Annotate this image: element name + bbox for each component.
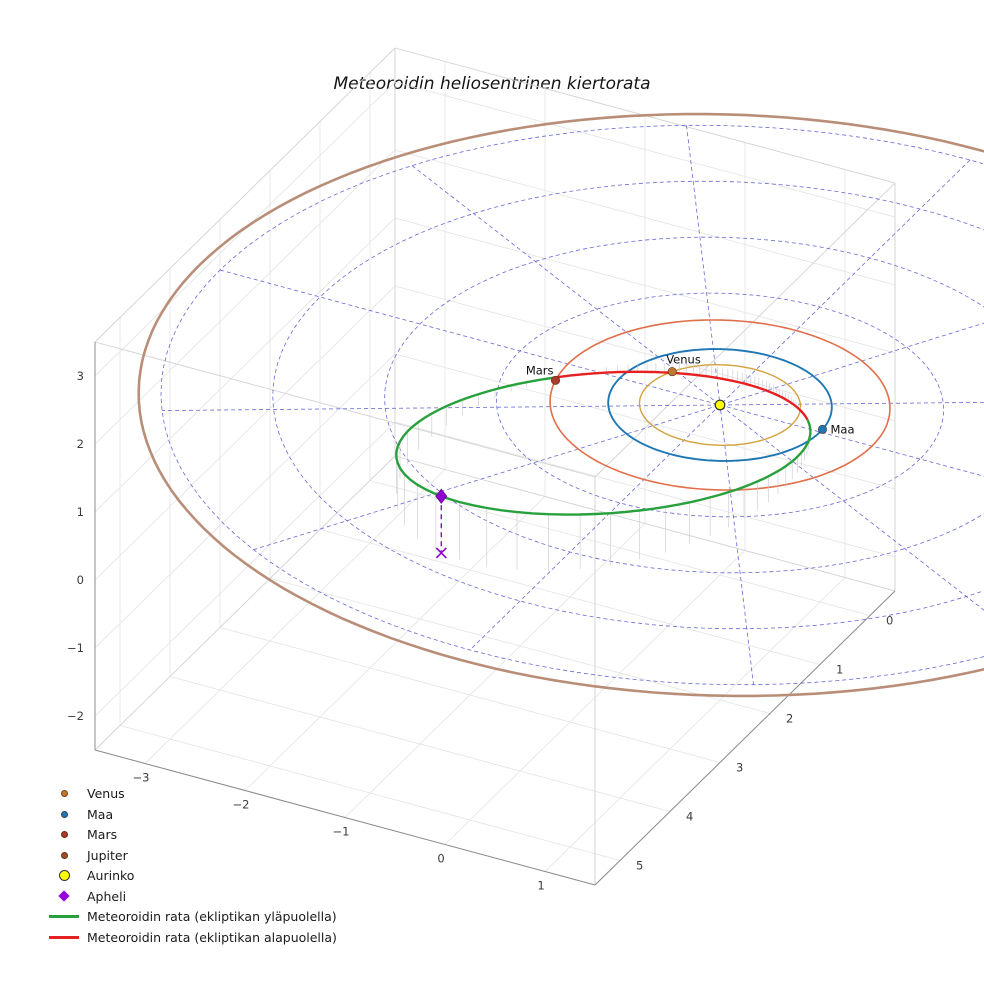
legend-line-swatch [46,915,82,918]
floor-grid-line [244,496,546,791]
floor-grid-line [369,480,871,616]
y-tick-label: 1 [836,663,843,677]
axes-box-edge [94,341,596,478]
z-tick-label: 0 [77,573,84,587]
legend-item-maa: Maa [46,806,337,822]
legend-item-meteoroidin-rata-ekliptikan-yl-puolella: Meteoroidin rata (ekliptikan yläpuolella… [46,909,337,924]
legend-item-venus: Venus [46,786,337,801]
side-wall-grid-line [94,353,396,649]
back-wall-grid-line [394,421,896,558]
legend-item-apheli: Apheli [46,888,337,904]
legend-dot-marker [46,790,82,797]
mars-marker [551,375,561,385]
ecliptic-grid-radial [253,322,984,551]
axes-box-edge [394,455,896,592]
legend-label: Mars [87,827,118,842]
mars-label: Mars [526,363,554,377]
legend-label: Jupiter [87,847,128,863]
side-wall-grid-line [94,149,396,445]
aphelion-ecliptic-x-marker [435,547,447,559]
meteoroid-orbit-above [395,376,812,516]
x-tick-label: −3 [133,771,150,785]
legend-item-aurinko: Aurinko [46,868,337,883]
ecliptic-grid-circle [272,180,984,630]
legend-label: Maa [87,806,114,822]
legend-dot-marker [46,851,82,859]
legend-dot-large-marker [46,870,82,881]
side-wall-grid-line [94,421,396,717]
floor-grid-line [119,725,621,861]
z-tick-label: 2 [77,437,84,451]
legend-label: Apheli [87,888,127,904]
floor-grid-line [319,529,821,665]
legend: Venus Maa Mars Jupiter Aurinko Apheli Meteoroi… [46,786,337,945]
z-tick-label: 3 [77,369,84,383]
y-tick-label: 3 [736,761,743,775]
maa-orbit [607,348,833,462]
legend-item-mars: Mars [46,827,337,842]
floor-grid-line [219,627,721,763]
back-wall-grid-line [394,149,896,286]
legend-label: Aurinko [87,868,135,883]
legend-line-swatch [46,935,82,939]
floor-grid-line [269,578,771,714]
side-wall-grid-line [94,285,396,581]
axes-box-edge [94,47,396,343]
z-tick-label: −2 [67,709,84,723]
legend-dot-marker [46,810,82,818]
y-tick-label: 5 [636,859,643,873]
maa-label: Maa [830,422,854,436]
jupiter-orbit [137,112,984,698]
back-wall-grid-line [394,81,896,218]
back-wall-grid-line [394,285,896,422]
aphelion-marker [435,488,448,504]
y-tick-label: 0 [886,614,893,628]
floor-grid-line [344,523,646,818]
legend-item-jupiter: Jupiter [46,847,337,863]
x-axis-spine [94,749,596,886]
ecliptic-grid-circle [384,236,984,574]
z-tick-label: 1 [77,505,84,519]
side-wall-grid-line [94,217,396,513]
axes-box-edge [94,455,396,751]
y-axis-spine [594,590,896,886]
floor-grid-line [544,577,846,872]
mars-orbit [549,319,891,491]
venus-orbit [638,364,802,446]
back-wall-grid-line [394,217,896,354]
meteoroid-orbit-below [555,370,809,421]
axes-box-edge [594,182,896,478]
sun-marker [714,399,726,411]
ecliptic-grid-radial [161,401,984,411]
maa-marker [817,424,827,434]
x-tick-label: 1 [537,879,544,893]
ecliptic-grid-radial [219,269,984,477]
legend-item-meteoroidin-rata-ekliptikan-alapuolella: Meteoroidin rata (ekliptikan alapuolella… [46,929,337,945]
z-tick-label: −1 [67,641,84,655]
legend-label: Meteoroidin rata (ekliptikan yläpuolella… [87,909,337,924]
x-tick-label: −2 [233,798,250,812]
legend-dot-marker [46,831,82,838]
legend-diamond-marker [46,890,82,902]
venus-marker [667,367,677,377]
y-tick-label: 4 [686,810,693,824]
x-tick-label: 0 [437,852,444,866]
venus-label: Venus [666,353,701,367]
y-tick-label: 2 [786,712,793,726]
x-tick-label: −1 [333,825,350,839]
legend-label: Meteoroidin rata (ekliptikan alapuolella… [87,929,337,945]
ecliptic-grid-circle [160,124,984,686]
chart-title: Meteoroidin heliosentrinen kiertorata [333,74,651,94]
floor-grid-line [169,676,671,812]
back-wall-grid-line [394,353,896,490]
floor-grid-line [144,469,446,764]
legend-label: Venus [87,786,125,801]
